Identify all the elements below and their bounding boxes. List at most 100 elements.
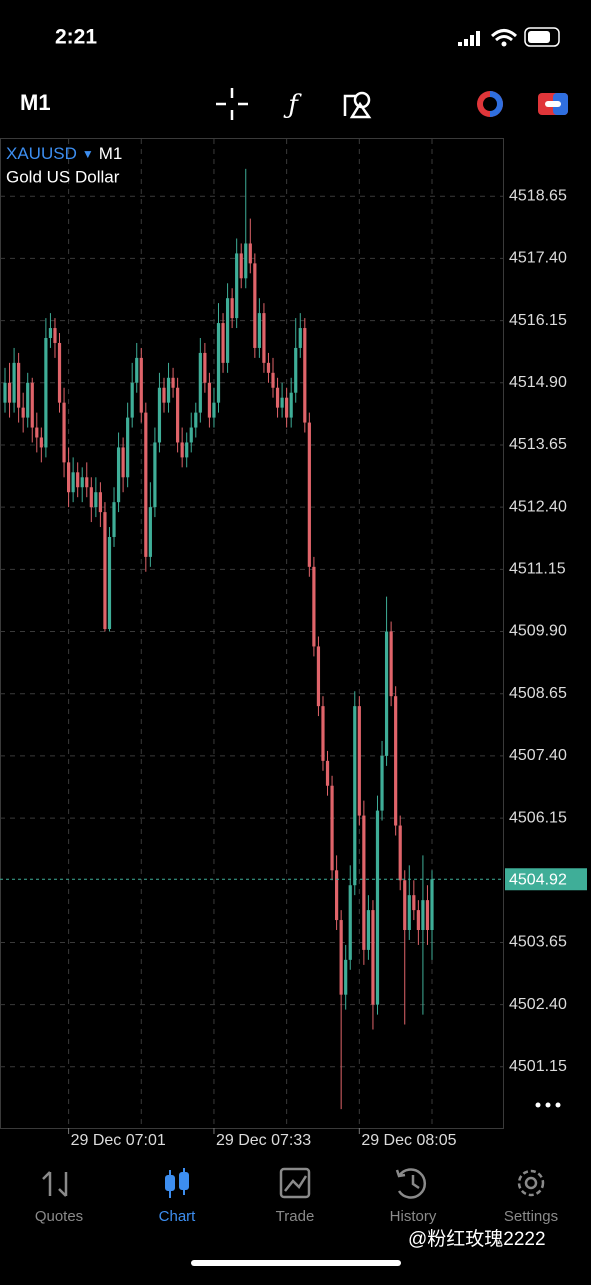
candle-body[interactable]	[353, 706, 357, 886]
candle-body[interactable]	[303, 328, 307, 423]
tab-label[interactable]: Trade	[276, 1208, 315, 1225]
candle-body[interactable]	[394, 696, 398, 826]
candle-body[interactable]	[17, 362, 21, 408]
candle-body[interactable]	[403, 880, 407, 931]
candle-body[interactable]	[89, 487, 93, 508]
candle-body[interactable]	[171, 377, 175, 388]
candle-body[interactable]	[239, 253, 243, 279]
candle-body[interactable]	[416, 910, 420, 931]
candle-body[interactable]	[357, 706, 361, 816]
candle-body[interactable]	[116, 447, 121, 503]
crosshair-button[interactable]	[216, 88, 248, 120]
candle-body[interactable]	[248, 243, 252, 264]
candle-body[interactable]	[275, 387, 280, 408]
candle-body[interactable]	[230, 298, 234, 319]
candle-body[interactable]	[21, 407, 25, 418]
candle-body[interactable]	[26, 382, 30, 418]
candle-body[interactable]	[112, 502, 116, 537]
candle-body[interactable]	[266, 362, 271, 373]
candle-body[interactable]	[121, 447, 125, 478]
candle-body[interactable]	[298, 328, 302, 348]
candle-body[interactable]	[371, 910, 375, 1005]
candle-body[interactable]	[384, 631, 389, 756]
candle-body[interactable]	[103, 512, 107, 630]
candle-body[interactable]	[139, 357, 143, 413]
candle-body[interactable]	[148, 507, 152, 557]
candle-body[interactable]	[235, 253, 239, 319]
candle-body[interactable]	[185, 442, 189, 458]
candle-body[interactable]	[198, 352, 202, 413]
candle-body[interactable]	[30, 382, 34, 428]
candle-body[interactable]	[216, 323, 221, 403]
candle-body[interactable]	[253, 263, 257, 348]
candle-body[interactable]	[225, 298, 230, 363]
candle-body[interactable]	[3, 382, 7, 403]
candle-body[interactable]	[135, 357, 139, 383]
candle-body[interactable]	[262, 313, 266, 363]
candle-body[interactable]	[44, 337, 48, 448]
candle-body[interactable]	[166, 377, 171, 403]
candle-body[interactable]	[407, 895, 411, 931]
candle-body[interactable]	[430, 879, 434, 931]
candle-body[interactable]	[107, 536, 112, 630]
candle-body[interactable]	[348, 885, 352, 960]
candle-body[interactable]	[207, 382, 212, 418]
candle-body[interactable]	[203, 352, 207, 383]
candle-body[interactable]	[94, 492, 98, 508]
candle-body[interactable]	[294, 347, 298, 393]
candle-body[interactable]	[162, 387, 166, 403]
candle-body[interactable]	[244, 243, 248, 279]
candle-body[interactable]	[35, 427, 39, 438]
candle-body[interactable]	[85, 477, 89, 488]
candle-body[interactable]	[412, 895, 416, 911]
candle-body[interactable]	[421, 900, 425, 931]
candle-body[interactable]	[176, 387, 180, 443]
candle-body[interactable]	[62, 402, 66, 463]
candle-body[interactable]	[180, 442, 184, 458]
candle-body[interactable]	[194, 412, 198, 428]
candle-body[interactable]	[153, 442, 157, 508]
candle-body[interactable]	[362, 815, 366, 950]
candle-body[interactable]	[307, 422, 311, 567]
more-button[interactable]	[535, 1102, 561, 1108]
indicators-button[interactable]: ƒ	[283, 90, 302, 120]
tab-label[interactable]: History	[390, 1208, 437, 1225]
candle-body[interactable]	[335, 870, 339, 921]
candle-body[interactable]	[271, 372, 275, 388]
candle-body[interactable]	[53, 328, 57, 343]
candle-body[interactable]	[330, 785, 334, 871]
candle-body[interactable]	[66, 462, 71, 493]
candle-body[interactable]	[398, 825, 402, 881]
candle-body[interactable]	[98, 492, 102, 513]
candle-body[interactable]	[71, 472, 75, 493]
candle-body[interactable]	[375, 810, 380, 1005]
objects-button[interactable]	[343, 91, 372, 119]
candle-body[interactable]	[221, 323, 225, 363]
candle-body[interactable]	[144, 412, 148, 557]
tab-label[interactable]: Settings	[504, 1208, 558, 1225]
candle-body[interactable]	[157, 387, 162, 443]
chart-header[interactable]: XAUUSD ▼ M1	[6, 144, 122, 163]
candle-body[interactable]	[380, 755, 384, 811]
candle-body[interactable]	[285, 397, 289, 418]
candle-body[interactable]	[57, 342, 62, 403]
candle-body[interactable]	[280, 397, 284, 408]
timeframe-button[interactable]: M1	[20, 90, 51, 115]
candle-body[interactable]	[425, 900, 430, 931]
tab-label[interactable]: Quotes	[35, 1208, 83, 1225]
candle-body[interactable]	[39, 437, 43, 448]
candle-body[interactable]	[339, 920, 343, 995]
candle-body[interactable]	[366, 910, 371, 950]
candle-body[interactable]	[130, 382, 134, 418]
candle-body[interactable]	[312, 566, 316, 647]
candle-body[interactable]	[80, 477, 84, 488]
candle-body[interactable]	[212, 402, 216, 418]
candle-body[interactable]	[189, 427, 193, 443]
candle-body[interactable]	[344, 959, 348, 995]
candle-body[interactable]	[321, 706, 325, 761]
candle-body[interactable]	[257, 313, 261, 348]
candle-body[interactable]	[126, 417, 130, 478]
candle-body[interactable]	[7, 382, 12, 403]
candle-body[interactable]	[325, 760, 330, 786]
candle-body[interactable]	[12, 362, 16, 403]
